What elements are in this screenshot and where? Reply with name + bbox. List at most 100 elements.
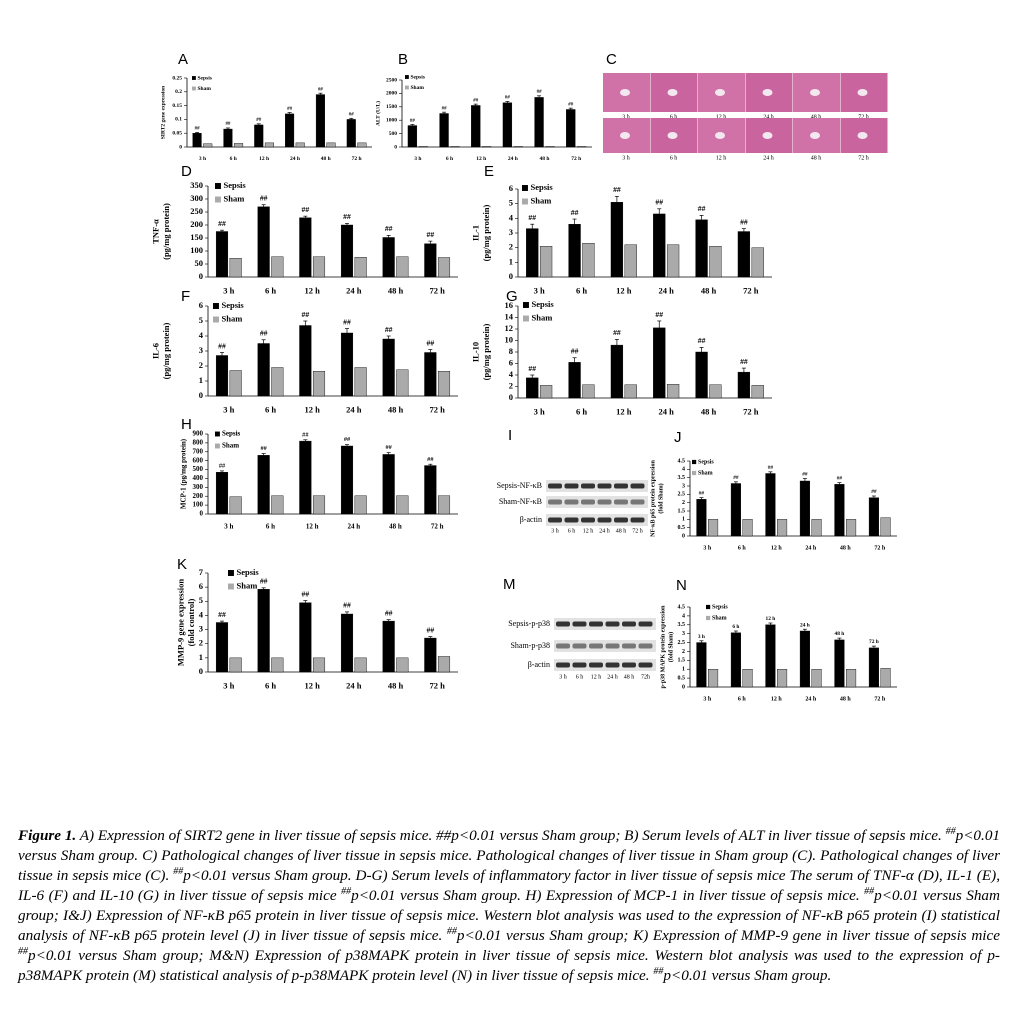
blot-lane-label: 3 h <box>559 674 567 680</box>
histology-vessel <box>667 132 678 139</box>
legend-label: Sepsis <box>531 182 554 192</box>
y-tick-label: 600 <box>193 456 204 464</box>
annotation: ## <box>871 489 877 495</box>
bar <box>215 231 229 278</box>
bar <box>312 657 326 673</box>
x-tick-label: 72 h <box>743 406 759 416</box>
blot-band <box>556 643 570 649</box>
x-tick-label: 24 h <box>348 523 361 531</box>
caption-text: p<0.01 versus Sham group. <box>663 967 832 984</box>
annotation: ## <box>427 625 435 634</box>
annotation: ## <box>837 476 843 482</box>
bar <box>257 343 270 397</box>
y-tick-label: 4.5 <box>678 604 686 610</box>
bar <box>396 657 409 673</box>
annotation: ## <box>537 90 542 95</box>
y-tick-label: 0 <box>394 144 397 150</box>
bar <box>315 94 325 148</box>
annotation: ## <box>698 204 706 213</box>
bar <box>695 351 708 399</box>
y-tick-label: 5 <box>509 198 513 208</box>
legend-label: Sham <box>222 442 239 450</box>
caption-superscript: ## <box>18 945 28 957</box>
legend-swatch <box>706 615 711 621</box>
y-tick-label: 1 <box>199 652 203 662</box>
x-tick-label: 6 h <box>265 404 276 414</box>
bar <box>437 495 451 515</box>
blot-lane-label: 6 h <box>568 528 576 534</box>
legend-swatch <box>215 431 220 437</box>
annotation: ## <box>302 589 310 598</box>
y-tick-label: 3 <box>682 483 685 489</box>
blot-band <box>614 499 628 505</box>
y-tick-label: 2 <box>199 360 203 370</box>
x-tick-label: 3 h <box>703 545 712 551</box>
bar <box>346 119 356 148</box>
y-tick-label: 0.25 <box>172 75 182 81</box>
bar <box>215 472 229 515</box>
annotation: ## <box>260 577 268 586</box>
y-tick-label: 2 <box>509 380 513 390</box>
x-tick-label: 24 h <box>805 545 817 551</box>
blot-lane-label: 12 h <box>583 528 594 534</box>
y-tick-label: 6 <box>199 300 203 310</box>
annotation: ## <box>740 357 748 366</box>
x-tick-label: 6 h <box>738 696 747 702</box>
x-tick-label: 72 h <box>431 523 444 531</box>
bar <box>880 517 891 537</box>
blot-band <box>622 621 636 627</box>
y-tick-label: 700 <box>193 447 204 455</box>
y-tick-label: 500 <box>389 131 398 137</box>
blot-strip <box>546 496 648 508</box>
blot-band <box>548 483 562 489</box>
y-tick-label: 16 <box>505 300 514 310</box>
blot-band <box>581 483 595 489</box>
blot-band <box>556 621 570 627</box>
bar <box>257 455 270 515</box>
blot-band <box>638 643 653 649</box>
y-tick-label: 4 <box>509 212 514 222</box>
x-tick-label: 24 h <box>346 285 362 295</box>
y-tick-label: 1 <box>199 375 203 385</box>
y-tick-label: 0 <box>682 684 685 690</box>
y-tick-label: 2.5 <box>678 492 686 498</box>
bar <box>624 384 637 399</box>
bar <box>513 146 523 148</box>
y-tick-label: 0 <box>509 392 513 402</box>
bar <box>868 497 879 537</box>
blot-band <box>581 499 595 505</box>
bar <box>437 371 451 397</box>
histology-vessel <box>810 89 820 96</box>
annotation: ## <box>473 98 478 103</box>
x-tick-label: 6 h <box>230 156 237 162</box>
x-tick-label: 12 h <box>304 680 320 690</box>
annotation: ## <box>287 107 292 112</box>
x-tick-label: 48 h <box>388 285 404 295</box>
annotation: ## <box>410 119 415 124</box>
y-tick-label: 3 <box>199 624 203 634</box>
y-axis-title: IL-6 <box>151 343 161 359</box>
histology-time: 72 h <box>858 114 869 120</box>
annotation: ## <box>343 212 351 221</box>
y-tick-label: 1.5 <box>678 658 686 664</box>
x-tick-label: 6 h <box>576 285 587 295</box>
annotation: 12 h <box>766 616 776 622</box>
y-tick-label: 2 <box>509 242 513 252</box>
bar <box>439 113 449 148</box>
legend-label: Sham <box>712 615 727 621</box>
bar <box>215 355 229 397</box>
bar <box>737 371 751 399</box>
y-tick-label: 2000 <box>386 91 397 97</box>
bar <box>582 384 595 399</box>
blot-band <box>564 483 579 489</box>
y-tick-label: 4 <box>199 330 204 340</box>
x-tick-label: 3 h <box>223 285 234 295</box>
bar <box>610 201 624 278</box>
blot-row-label: Sepsis-p-p38 <box>508 619 550 628</box>
y-tick-label: 5 <box>199 595 203 605</box>
bar <box>285 113 295 148</box>
bar <box>765 473 776 537</box>
blot-lane-label: 12 h <box>591 674 602 680</box>
bar <box>437 656 451 673</box>
annotation: ## <box>343 317 351 326</box>
